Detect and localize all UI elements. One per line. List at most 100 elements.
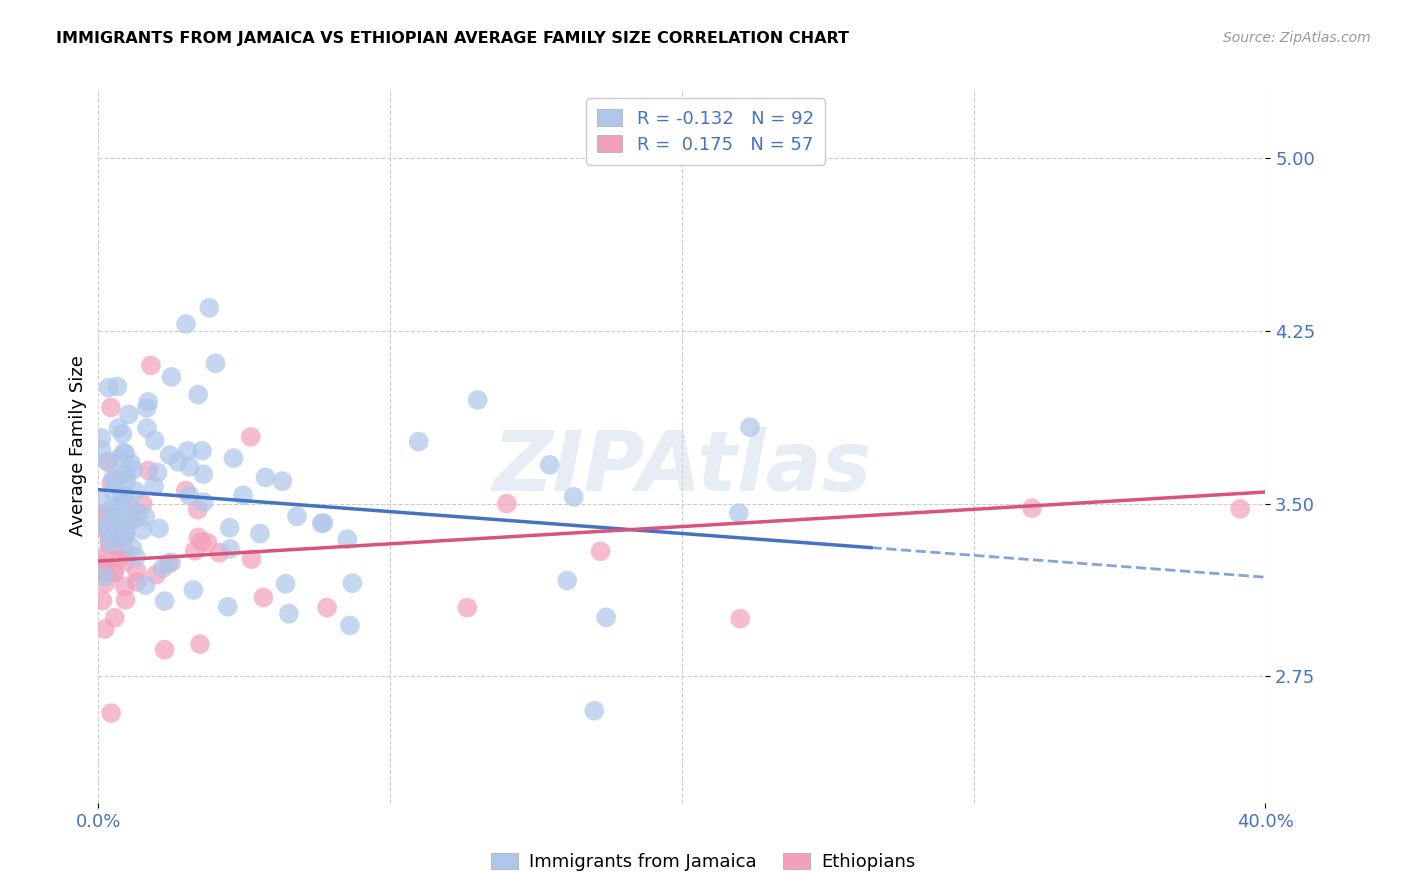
Point [90, 494, 112, 508]
Point [98, 535, 121, 549]
Point [408, 434, 430, 449]
Point [90, 521, 112, 535]
Point [191, 443, 214, 458]
Point [727, 506, 749, 520]
Point [160, 555, 183, 569]
Point [97, 524, 120, 538]
Point [249, 526, 271, 541]
Point [160, 370, 183, 384]
Point [167, 455, 190, 469]
Point [538, 458, 561, 472]
Point [208, 546, 231, 560]
Point [122, 463, 145, 477]
Point [339, 618, 361, 632]
Point [252, 591, 274, 605]
Point [190, 534, 212, 549]
Point [134, 578, 156, 592]
Legend: R = -0.132   N = 92, R =  0.175   N = 57: R = -0.132 N = 92, R = 0.175 N = 57 [586, 98, 824, 165]
Point [118, 497, 141, 511]
Point [111, 489, 134, 503]
Point [271, 474, 294, 488]
Point [179, 459, 201, 474]
Point [187, 530, 209, 544]
Point [103, 471, 125, 485]
Point [125, 550, 148, 565]
Point [184, 543, 207, 558]
Point [115, 527, 138, 541]
Text: Source: ZipAtlas.com: Source: ZipAtlas.com [1223, 31, 1371, 45]
Point [143, 479, 166, 493]
Point [316, 600, 339, 615]
Point [110, 551, 132, 566]
Point [193, 495, 215, 509]
Point [159, 448, 181, 462]
Point [114, 488, 136, 502]
Point [131, 497, 153, 511]
Point [100, 476, 122, 491]
Point [187, 502, 209, 516]
Point [495, 497, 517, 511]
Point [91, 593, 114, 607]
Point [107, 534, 129, 549]
Point [285, 509, 308, 524]
Point [125, 574, 148, 589]
Point [152, 561, 174, 575]
Point [738, 420, 761, 434]
Point [114, 447, 136, 461]
Point [312, 516, 335, 530]
Point [90, 558, 112, 572]
Point [1229, 501, 1251, 516]
Point [254, 470, 277, 484]
Point [342, 576, 364, 591]
Point [97, 455, 120, 469]
Text: IMMIGRANTS FROM JAMAICA VS ETHIOPIAN AVERAGE FAMILY SIZE CORRELATION CHART: IMMIGRANTS FROM JAMAICA VS ETHIOPIAN AVE… [56, 31, 849, 46]
Point [94, 576, 117, 591]
Point [96, 566, 118, 580]
Point [188, 637, 211, 651]
Point [222, 451, 245, 466]
Point [98, 538, 121, 552]
Point [125, 564, 148, 578]
Point [103, 566, 125, 581]
Point [90, 509, 112, 524]
Point [240, 552, 263, 566]
Point [91, 508, 114, 522]
Point [100, 401, 122, 415]
Point [583, 704, 606, 718]
Point [277, 607, 299, 621]
Point [101, 501, 124, 516]
Point [93, 569, 115, 583]
Point [219, 541, 242, 556]
Point [103, 537, 125, 551]
Point [120, 456, 142, 470]
Point [121, 513, 143, 527]
Point [274, 576, 297, 591]
Point [108, 451, 131, 466]
Point [595, 610, 617, 624]
Text: ZIPAtlas: ZIPAtlas [492, 427, 872, 508]
Point [111, 426, 134, 441]
Point [114, 530, 136, 544]
Point [153, 642, 176, 657]
Point [111, 467, 134, 482]
Point [124, 484, 146, 499]
Point [111, 516, 134, 530]
Point [179, 489, 201, 503]
Point [157, 557, 180, 571]
Point [131, 523, 153, 537]
Point [115, 467, 138, 481]
Point [138, 463, 160, 477]
Point [195, 535, 218, 549]
Point [174, 317, 197, 331]
Point [136, 395, 159, 409]
Point [589, 544, 612, 558]
Point [108, 516, 131, 531]
Point [114, 580, 136, 594]
Point [143, 434, 166, 448]
Point [218, 521, 240, 535]
Point [128, 506, 150, 520]
Point [456, 600, 478, 615]
Point [103, 536, 125, 550]
Point [336, 533, 359, 547]
Point [562, 490, 585, 504]
